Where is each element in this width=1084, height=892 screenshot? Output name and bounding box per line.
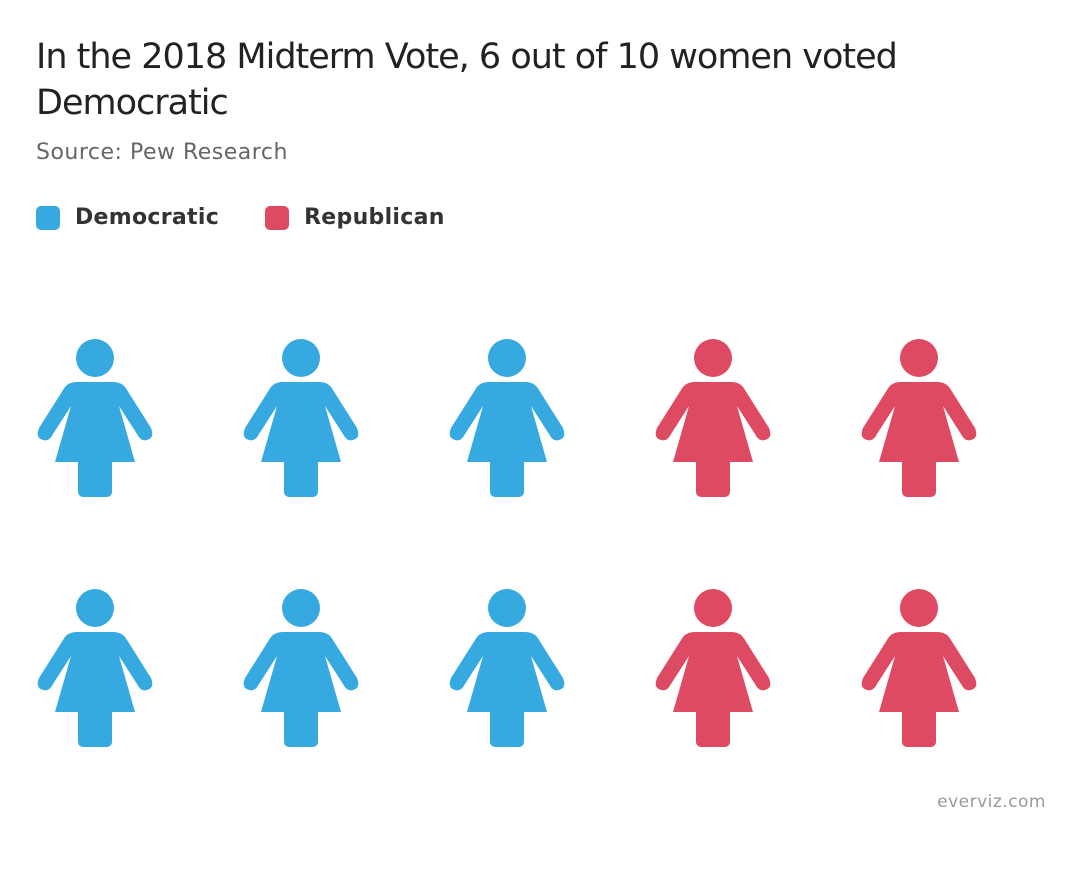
legend: Democratic Republican [36, 205, 491, 230]
woman-icon-republican-3[interactable] [655, 589, 771, 747]
woman-icon-republican-1[interactable] [655, 339, 771, 497]
woman-icon-democratic-2[interactable] [243, 339, 359, 497]
chart-subtitle: Source: Pew Research [36, 140, 288, 165]
legend-item-republican[interactable]: Republican [265, 205, 445, 230]
legend-label-democratic: Democratic [75, 205, 220, 230]
woman-icon-republican-2[interactable] [861, 339, 977, 497]
legend-swatch-republican [265, 205, 290, 230]
pictorial-chart [37, 339, 977, 747]
chart-title: In the 2018 Midterm Vote, 6 out of 10 wo… [36, 37, 898, 123]
legend-label-republican: Republican [304, 205, 445, 230]
legend-item-democratic[interactable]: Democratic [36, 205, 219, 230]
woman-icon-democratic-4[interactable] [37, 589, 153, 747]
woman-icon-democratic-3[interactable] [449, 339, 565, 497]
woman-icon-democratic-5[interactable] [243, 589, 359, 747]
legend-swatch-democratic [36, 205, 60, 230]
woman-icon-republican-4[interactable] [861, 589, 977, 747]
credit-link[interactable]: everviz.com [937, 792, 1046, 812]
woman-icon-democratic-6[interactable] [449, 589, 565, 747]
woman-icon-democratic-1[interactable] [37, 339, 153, 497]
